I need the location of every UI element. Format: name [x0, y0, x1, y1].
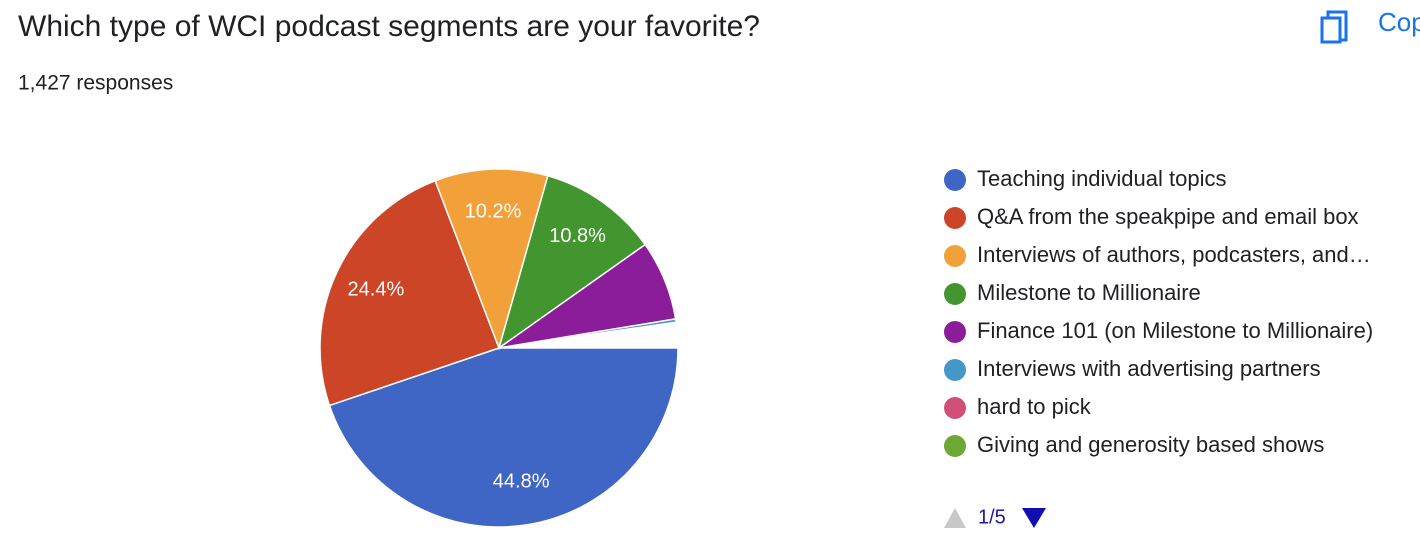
legend-label: Interviews of authors, podcasters, and… — [977, 242, 1371, 267]
pie-slice — [497, 174, 647, 350]
page-indicator: 1/5 — [978, 506, 1006, 528]
legend-swatch — [944, 435, 966, 457]
pie-slice — [319, 179, 500, 407]
chart-title: Which type of WCI podcast segments are y… — [18, 10, 760, 43]
legend-label: Q&A from the speakpipe and email box — [977, 204, 1359, 229]
response-count: 1,427 responses — [18, 72, 173, 95]
legend-swatch — [944, 245, 966, 267]
pie-slice — [498, 322, 678, 349]
legend-label: Milestone to Millionaire — [977, 280, 1201, 305]
slice-label: 10.2% — [465, 200, 522, 222]
legend-swatch — [944, 169, 966, 191]
legend-label: Interviews with advertising partners — [977, 356, 1321, 381]
pie-slice — [328, 347, 679, 528]
legend-label: hard to pick — [977, 394, 1092, 419]
legend-swatch — [944, 359, 966, 381]
legend-label: Teaching individual topics — [977, 166, 1227, 191]
prev-page[interactable] — [944, 508, 966, 528]
next-page[interactable] — [1022, 508, 1046, 528]
legend-swatch — [944, 283, 966, 305]
legend-label: Finance 101 (on Milestone to Millionaire… — [977, 318, 1373, 343]
pagination: 1/5 — [944, 506, 1046, 528]
copy-button[interactable]: Cop — [1320, 7, 1420, 44]
legend-swatch — [944, 397, 966, 419]
legend-swatch — [944, 321, 966, 343]
copy-label: Cop — [1378, 7, 1420, 37]
copy-icon — [1320, 16, 1342, 44]
slice-label: 10.8% — [549, 225, 606, 247]
legend-swatch — [944, 207, 966, 229]
slice-label: 44.8% — [493, 471, 550, 493]
pie-slice — [434, 168, 549, 351]
slice-label: 24.4% — [348, 278, 405, 300]
legend-label: Giving and generosity based shows — [977, 432, 1324, 457]
